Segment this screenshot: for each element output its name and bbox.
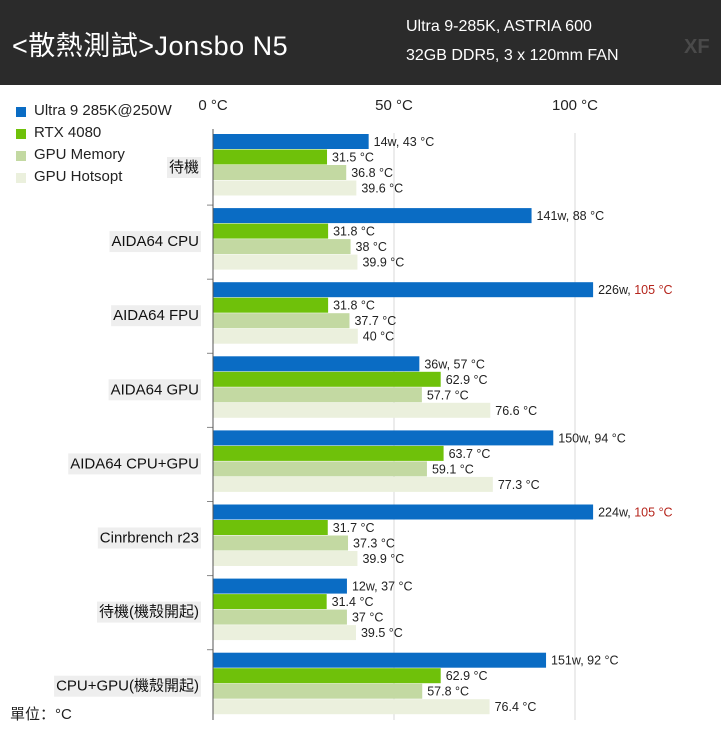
x-tick-label: 50 °C [375, 97, 413, 114]
category-label-bg [109, 231, 201, 253]
bar [213, 445, 444, 461]
data-label: 63.7 °C [449, 447, 491, 461]
data-label: 224w, 105 °C [598, 506, 673, 520]
category-label-bg [108, 379, 201, 401]
x-tick-label: 100 °C [552, 97, 598, 114]
bar [213, 551, 358, 566]
category-label: 待機(機殼開起) [99, 604, 199, 621]
data-label: 37.7 °C [354, 314, 396, 328]
data-label: 37 °C [352, 611, 383, 625]
category-label: Cinrbrench r23 [100, 530, 199, 547]
bar [213, 149, 328, 165]
category-label-bg [97, 601, 201, 623]
data-label: 14w, 43 °C [374, 135, 435, 149]
data-label: 151w, 92 °C [551, 654, 619, 668]
category-label: AIDA64 FPU [113, 307, 199, 324]
data-label: 57.8 °C [427, 685, 469, 699]
data-label: 31.7 °C [333, 521, 375, 535]
bar [213, 387, 422, 403]
bar [213, 371, 441, 387]
data-label: 226w, 105 °C [598, 283, 673, 297]
bar [213, 208, 532, 224]
legend-swatch-cpu [16, 107, 26, 117]
legend-label-cpu: Ultra 9 285K@250W [34, 102, 172, 119]
spec-line-1: Ultra 9-285K, ASTRIA 600 [406, 18, 592, 35]
brand-logo: XF [684, 36, 710, 58]
data-label: 31.8 °C [333, 299, 375, 313]
data-label: 39.5 °C [361, 626, 403, 640]
data-label: 36.8 °C [351, 166, 393, 180]
data-label: 39.6 °C [361, 182, 403, 196]
bar [213, 625, 356, 641]
data-label: 59.1 °C [432, 462, 474, 476]
data-label: 31.5 °C [332, 151, 374, 165]
bar [213, 254, 358, 270]
data-label: 150w, 94 °C [558, 431, 626, 445]
category-label-bg [97, 527, 201, 549]
data-label: 57.7 °C [427, 388, 469, 402]
data-label: 31.4 °C [332, 595, 374, 609]
bar [213, 699, 490, 715]
data-label: 36w, 57 °C [424, 357, 485, 371]
bar [213, 402, 491, 418]
data-label: 40 °C [363, 330, 394, 344]
data-label: 39.9 °C [362, 256, 404, 270]
bar [213, 476, 493, 492]
data-label: 141w, 88 °C [537, 209, 605, 223]
bar [213, 356, 420, 372]
bar [213, 239, 351, 255]
bar [213, 134, 369, 149]
bar [213, 165, 347, 180]
bar [213, 504, 594, 520]
bar [213, 578, 347, 594]
data-label: 62.9 °C [446, 669, 488, 683]
bar [213, 430, 554, 446]
data-label: 38 °C [356, 240, 387, 254]
bar [213, 282, 594, 298]
category-label: 待機 [169, 159, 199, 176]
legend-label-gpu: RTX 4080 [34, 124, 102, 141]
bar [213, 520, 328, 535]
data-label: 12w, 37 °C [352, 580, 413, 594]
category-label-bg [68, 453, 201, 475]
bar [213, 180, 357, 196]
bar [213, 313, 350, 329]
data-label: 37.3 °C [353, 537, 395, 551]
legend-label-gpu-memory: GPU Memory [34, 146, 125, 163]
bar [213, 461, 427, 477]
x-tick-label: 0 °C [198, 97, 228, 114]
unit-note: 單位：°C [10, 706, 72, 723]
bar [213, 535, 349, 551]
category-label-bg [111, 305, 201, 327]
bar [213, 297, 329, 313]
data-label: 31.8 °C [333, 225, 375, 239]
bar [213, 594, 327, 610]
bar [213, 223, 329, 239]
spec-line-2: 32GB DDR5, 3 x 120mm FAN [406, 47, 619, 64]
bar [213, 609, 347, 625]
bar [213, 668, 441, 684]
bar [213, 652, 547, 668]
legend-swatch-gpu-memory [16, 151, 26, 161]
page-title: <散熱測試>Jonsbo N5 [12, 31, 289, 61]
category-label-bg [54, 675, 201, 697]
category-label: AIDA64 CPU+GPU [70, 455, 199, 472]
category-label: CPU+GPU(機殼開起) [56, 678, 199, 695]
category-label: AIDA64 CPU [111, 233, 199, 250]
data-label: 39.9 °C [362, 552, 404, 566]
data-label: 77.3 °C [498, 478, 540, 492]
legend-swatch-gpu [16, 129, 26, 139]
data-label: 76.6 °C [495, 404, 537, 418]
legend-label-gpu-hotspot: GPU Hotsopt [34, 168, 123, 185]
data-label: 62.9 °C [446, 373, 488, 387]
data-label: 76.4 °C [495, 700, 537, 714]
header-banner: <散熱測試>Jonsbo N5 Ultra 9-285K, ASTRIA 600… [0, 0, 721, 85]
legend-swatch-gpu-hotspot [16, 173, 26, 183]
category-label: AIDA64 GPU [111, 381, 199, 398]
bar [213, 683, 423, 699]
category-label-bg [166, 157, 201, 178]
bar [213, 328, 358, 344]
